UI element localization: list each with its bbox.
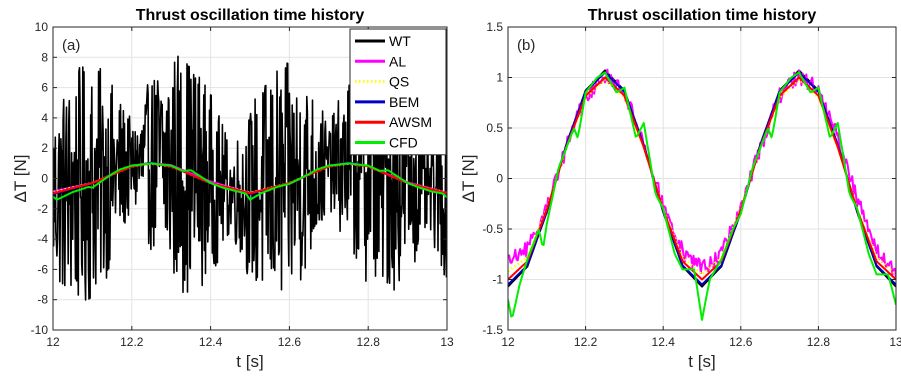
panel-b: 12 12.2 12.4 12.6 12.8 13 -1.5 -1 -0.5 0 0.5 1 1.5 Th… <box>459 7 901 371</box>
y-tick-label: -6 <box>37 262 48 276</box>
series-group <box>53 55 447 301</box>
y-tick-label: -8 <box>37 293 48 307</box>
x-tick-label: 13 <box>889 335 901 349</box>
y-tick-label: 2 <box>41 141 48 155</box>
x-tick-label: 12.8 <box>357 335 381 349</box>
legend-label-wt: WT <box>389 33 411 49</box>
x-tick-label: 12.8 <box>807 335 831 349</box>
y-tick-label: 10 <box>35 20 49 34</box>
series-line-cfd <box>508 71 896 321</box>
legend-label-awsm: AWSM <box>389 114 432 130</box>
series-line-cfd <box>53 162 447 201</box>
legend-label-bem: BEM <box>389 94 419 110</box>
panel-a: 12 12.2 12.4 12.6 12.8 13 -10 -8 -6 -4 -2 0 2 4 6 8 10 Th… <box>11 7 454 371</box>
legend-box <box>349 28 447 156</box>
legend: WT AL QS BEM AWSM CFD <box>349 28 447 156</box>
panel-label: (b) <box>517 37 535 54</box>
y-tick-label: -2 <box>37 202 48 216</box>
y-tick-label: 6 <box>41 81 48 95</box>
x-tick-label: 12.6 <box>278 335 302 349</box>
chart-title: Thrust oscillation time history <box>588 7 817 24</box>
legend-label-cfd: CFD <box>389 135 418 151</box>
y-tick-label: -0.5 <box>482 222 503 236</box>
y-tick-label: 0 <box>41 172 48 186</box>
y-tick-label: 1.5 <box>486 20 503 34</box>
series-line-awsm <box>53 162 447 195</box>
x-axis-label: t [s] <box>688 352 715 371</box>
x-tick-label: 12.4 <box>652 335 676 349</box>
x-tick-label: 12.2 <box>574 335 598 349</box>
x-axis-label: t [s] <box>236 352 263 371</box>
x-tick-label: 12.6 <box>729 335 753 349</box>
x-tick-label: 12 <box>46 335 60 349</box>
y-tick-label: 0.5 <box>486 121 503 135</box>
y-tick-label: -1 <box>492 273 503 287</box>
y-axis-label: ΔT [N] <box>459 155 478 203</box>
y-tick-label: 1 <box>496 71 503 85</box>
y-tick-label: 4 <box>41 111 48 125</box>
y-tick-label: -4 <box>37 232 48 246</box>
x-tick-label: 12.2 <box>120 335 144 349</box>
series-group <box>508 68 896 321</box>
panel-label: (a) <box>62 37 80 54</box>
y-axis-label: ΔT [N] <box>11 155 30 203</box>
legend-label-qs: QS <box>389 74 409 90</box>
x-tick-label: 12.4 <box>199 335 223 349</box>
x-tick-label: 12 <box>501 335 515 349</box>
y-tick-label: -10 <box>31 323 49 337</box>
y-tick-label: 8 <box>41 50 48 64</box>
chart-title: Thrust oscillation time history <box>136 7 365 24</box>
y-tick-label: -1.5 <box>482 323 503 337</box>
legend-label-al: AL <box>389 53 406 69</box>
x-tick-label: 13 <box>440 335 454 349</box>
y-tick-label: 0 <box>496 172 503 186</box>
